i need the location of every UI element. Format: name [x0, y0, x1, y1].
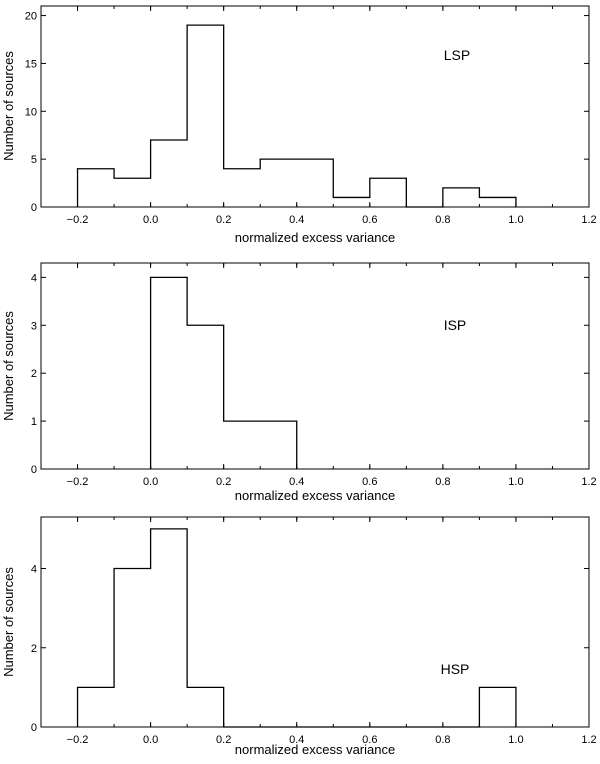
plot-frame: [40, 5, 590, 208]
y-tick-label: 2: [31, 368, 37, 380]
histogram-bin: [370, 178, 407, 207]
x-tick-label: 0.0: [143, 734, 158, 746]
y-tick-label: 15: [25, 58, 37, 70]
x-tick-label: 0.4: [289, 734, 304, 746]
histogram-bin: [151, 140, 188, 207]
x-tick-label: 0.0: [143, 476, 158, 488]
x-tick-label: 1.2: [581, 734, 596, 746]
x-tick-label: 0.6: [362, 476, 377, 488]
x-tick-label: 1.0: [508, 214, 523, 226]
class-annotation: ISP: [444, 317, 467, 333]
x-tick-label: 0.0: [143, 214, 158, 226]
histogram-bin: [78, 687, 115, 727]
x-tick-label: 0.6: [362, 214, 377, 226]
histogram-bin: [78, 169, 115, 207]
x-tick-label: 0.2: [216, 734, 231, 746]
class-annotation: LSP: [444, 47, 470, 63]
x-tick-label: 0.6: [362, 734, 377, 746]
y-axis-label: Number of sources: [1, 311, 16, 421]
histogram-bin: [224, 421, 261, 469]
y-tick-label: 4: [31, 564, 37, 576]
x-tick-label: −0.2: [67, 214, 89, 226]
x-tick-label: 1.2: [581, 214, 596, 226]
x-tick-label: 0.8: [435, 214, 450, 226]
y-tick-label: 5: [31, 154, 37, 166]
histogram-outline: [76, 528, 517, 728]
x-tick-label: 1.0: [508, 734, 523, 746]
histogram-bin: [443, 188, 480, 207]
isp-histogram-panel: −0.2 0.0 0.2 0.4 0.6 0.8 1.0 1.2 0 1 2 3 4 ISP normali…: [1, 262, 597, 503]
x-tick-label: 0.4: [289, 476, 304, 488]
histogram-bin: [224, 169, 261, 207]
histogram-bin: [479, 687, 516, 727]
x-axis-label: normalized excess variance: [235, 742, 395, 757]
histogram-bin: [260, 421, 297, 469]
y-tick-label: 4: [31, 272, 37, 284]
histogram-bin: [187, 25, 224, 207]
histogram-bin: [187, 325, 224, 469]
y-tick-label: 0: [31, 722, 37, 734]
hsp-histogram-panel: −0.2 0.0 0.2 0.4 0.6 0.8 1.0 1.2 0 2 4 HSP normalize…: [1, 516, 597, 757]
x-tick-label: −0.2: [67, 734, 89, 746]
y-tick-label: 0: [31, 202, 37, 214]
x-tick-label: 0.8: [435, 734, 450, 746]
y-axis-label: Number of sources: [1, 567, 16, 677]
histogram-bin: [297, 159, 334, 207]
histogram-bin: [151, 277, 188, 469]
x-tick-label: 0.8: [435, 476, 450, 488]
x-tick-label: 0.2: [216, 214, 231, 226]
y-axis-label: Number of sources: [1, 51, 16, 161]
histogram-outline: [76, 24, 517, 208]
y-tick-label: 0: [31, 464, 37, 476]
histogram-bin: [151, 529, 188, 727]
x-tick-label: 1.2: [581, 476, 596, 488]
y-tick-label: 20: [25, 11, 37, 23]
lsp-histogram-panel: −0.2 0.0 0.2 0.4 0.6 0.8 1.0 1.2 0 5 10 15 20 LSP norm…: [1, 5, 597, 245]
y-tick-label: 1: [31, 416, 37, 428]
y-tick-label: 2: [31, 643, 37, 655]
x-tick-label: 1.0: [508, 476, 523, 488]
histogram-bin: [187, 687, 224, 727]
y-tick-label: 10: [25, 106, 37, 118]
x-axis-label: normalized excess variance: [235, 488, 395, 503]
y-tick-label: 3: [31, 320, 37, 332]
histogram-bin: [114, 569, 151, 727]
histogram-bin: [260, 159, 297, 207]
class-annotation: HSP: [441, 661, 470, 677]
histogram-bin: [333, 197, 370, 207]
x-tick-label: 0.4: [289, 214, 304, 226]
plot-frame: [40, 262, 590, 470]
histogram-outline: [149, 276, 298, 469]
x-tick-label: 0.2: [216, 476, 231, 488]
x-axis-label: normalized excess variance: [235, 230, 395, 245]
histogram-bin: [114, 178, 151, 207]
x-tick-label: −0.2: [67, 476, 89, 488]
histogram-bin: [479, 197, 516, 207]
